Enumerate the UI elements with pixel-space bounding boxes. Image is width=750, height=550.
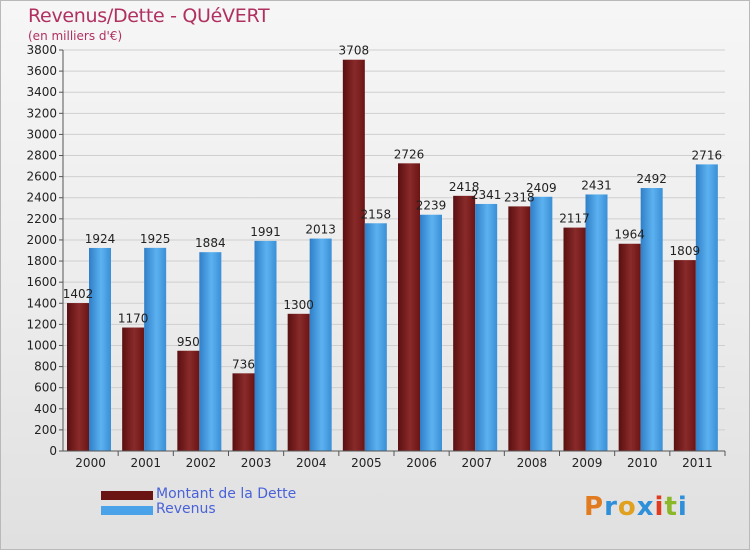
y-tick-label: 1800 — [26, 254, 57, 268]
y-tick-label: 3800 — [26, 43, 57, 57]
x-tick-label: 2003 — [241, 456, 272, 470]
data-label-dette: 2418 — [449, 180, 480, 194]
data-label-revenus: 2716 — [692, 148, 723, 162]
bar-revenus — [695, 164, 718, 451]
logo-letter: r — [604, 492, 618, 522]
y-tick-label: 1000 — [26, 338, 57, 352]
logo-letter: o — [617, 492, 637, 522]
y-tick-label: 3000 — [26, 127, 57, 141]
bar-dette — [398, 163, 420, 451]
bar-dette — [563, 227, 586, 451]
y-tick-label: 2600 — [26, 170, 57, 184]
logo-letter: i — [677, 492, 688, 522]
data-label-dette: 1964 — [614, 228, 645, 242]
data-label-revenus: 1924 — [85, 232, 116, 246]
data-label-revenus: 1884 — [195, 236, 226, 250]
bar-dette — [618, 243, 641, 451]
bar-dette — [342, 59, 365, 451]
bar-revenus — [530, 196, 553, 451]
data-label-revenus: 2409 — [526, 181, 557, 195]
y-tick-label: 400 — [34, 402, 57, 416]
chart-subtitle: (en milliers d'€) — [28, 29, 123, 43]
bar-revenus — [364, 223, 387, 451]
bar-dette — [453, 195, 476, 451]
legend-swatch-dette — [101, 491, 153, 500]
logo-letter: P — [584, 492, 605, 522]
chart-title: Revenus/Dette - QUéVERT — [28, 5, 270, 27]
bar-revenus — [420, 214, 442, 451]
data-label-revenus: 2341 — [471, 188, 502, 202]
x-tick-label: 2011 — [682, 456, 713, 470]
bar-revenus — [640, 188, 663, 451]
data-label-revenus: 2013 — [305, 223, 336, 237]
data-label-revenus: 1991 — [250, 225, 281, 239]
bar-revenus — [475, 203, 498, 451]
y-tick-label: 2000 — [26, 233, 57, 247]
x-tick-label: 2006 — [406, 456, 437, 470]
x-tick-label: 2008 — [517, 456, 548, 470]
data-label-revenus: 2239 — [416, 199, 447, 213]
logo-letter: x — [636, 492, 655, 522]
data-label-revenus: 2158 — [361, 207, 392, 221]
y-tick-label: 2800 — [26, 149, 57, 163]
data-label-dette: 2726 — [394, 147, 425, 161]
bar-revenus — [585, 194, 608, 452]
bar-dette — [287, 313, 310, 451]
data-label-revenus: 1925 — [140, 232, 171, 246]
y-tick-label: 0 — [49, 444, 57, 458]
y-tick-label: 1400 — [26, 296, 57, 310]
data-label-dette: 2318 — [504, 190, 535, 204]
bar-revenus — [254, 240, 277, 451]
x-tick-label: 2009 — [572, 456, 603, 470]
x-tick-label: 2001 — [130, 456, 161, 470]
y-tick-label: 2200 — [26, 212, 57, 226]
y-tick-label: 3200 — [26, 106, 57, 120]
data-label-revenus: 2492 — [636, 172, 667, 186]
bar-revenus — [144, 247, 167, 451]
y-tick-label: 2400 — [26, 191, 57, 205]
data-label-dette: 1402 — [63, 287, 94, 301]
x-tick-label: 2002 — [186, 456, 217, 470]
x-tick-label: 2000 — [75, 456, 106, 470]
y-tick-label: 200 — [34, 423, 57, 437]
x-tick-label: 2010 — [627, 456, 658, 470]
bar-revenus — [89, 247, 111, 451]
data-label-dette: 950 — [177, 335, 200, 349]
logo-letter: i — [654, 492, 665, 522]
bar-revenus — [199, 252, 222, 451]
y-tick-label: 600 — [34, 381, 57, 395]
data-label-dette: 1809 — [670, 244, 701, 258]
legend-label-dette: Montant de la Dette — [156, 486, 297, 502]
logo-letter: t — [664, 492, 678, 522]
x-tick-label: 2005 — [351, 456, 382, 470]
bar-dette — [122, 327, 145, 451]
y-tick-label: 800 — [34, 360, 57, 374]
y-tick-label: 1200 — [26, 317, 57, 331]
y-tick-label: 1600 — [26, 275, 57, 289]
legend-swatch-revenus — [101, 506, 153, 515]
bar-dette — [232, 373, 255, 451]
proxiti-logo: Proxiti — [584, 492, 688, 522]
bar-dette — [508, 206, 531, 451]
x-tick-label: 2007 — [461, 456, 492, 470]
y-tick-label: 3600 — [26, 64, 57, 78]
bar-dette — [67, 303, 89, 451]
data-label-revenus: 2431 — [581, 178, 612, 192]
data-label-dette: 1170 — [118, 312, 149, 326]
data-label-dette: 2117 — [559, 212, 590, 226]
legend-label-revenus: Revenus — [156, 501, 216, 517]
bar-dette — [673, 260, 696, 451]
data-label-dette: 1300 — [283, 298, 314, 312]
x-tick-label: 2004 — [296, 456, 327, 470]
bar-dette — [177, 350, 200, 451]
data-label-dette: 3708 — [339, 44, 370, 58]
data-label-dette: 736 — [232, 357, 255, 371]
bar-revenus — [309, 238, 332, 451]
y-tick-label: 3400 — [26, 85, 57, 99]
